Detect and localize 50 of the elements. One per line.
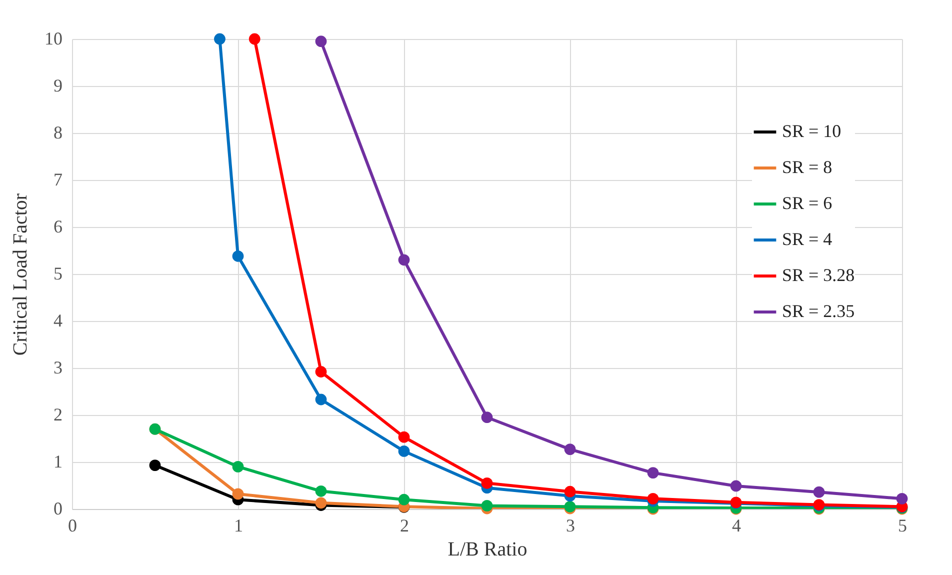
point	[564, 444, 576, 455]
point	[481, 477, 493, 489]
point	[481, 412, 493, 424]
point	[896, 492, 908, 504]
x-tick-label: 3	[566, 516, 575, 536]
point	[232, 488, 244, 500]
point	[647, 467, 659, 478]
y-tick-label: 7	[54, 170, 62, 190]
legend-label: SR = 8	[782, 157, 832, 177]
legend-label: SR = 3.28	[782, 265, 855, 285]
point	[315, 36, 327, 48]
point	[813, 486, 825, 498]
legend-label: SR = 10	[782, 121, 842, 141]
point	[232, 461, 244, 472]
y-tick-label: 6	[54, 216, 62, 236]
legend-label: SR = 4	[782, 229, 832, 249]
point	[398, 446, 410, 457]
x-axis-title: L/B Ratio	[448, 538, 528, 560]
point	[398, 254, 410, 266]
x-tick-label: 4	[732, 516, 741, 536]
point	[232, 250, 244, 262]
y-tick-label: 8	[54, 122, 62, 142]
point	[398, 494, 410, 506]
point	[315, 497, 327, 509]
y-tick-label: 0	[54, 498, 62, 518]
x-tick-label: 0	[68, 516, 77, 536]
x-tick-label: 5	[898, 516, 907, 536]
legend-label: SR = 2.35	[782, 301, 855, 321]
point	[149, 460, 161, 471]
legend-label: SR = 6	[782, 193, 832, 213]
point	[564, 486, 576, 498]
point	[315, 485, 327, 497]
point	[481, 500, 493, 512]
y-tick-label: 4	[54, 310, 62, 330]
point	[248, 33, 260, 45]
y-tick-label: 5	[54, 264, 62, 284]
point	[398, 431, 410, 443]
y-tick-label: 1	[54, 452, 62, 472]
point	[730, 480, 742, 492]
y-axis-title: Critical Load Factor	[10, 193, 32, 356]
point	[214, 33, 226, 45]
point	[315, 366, 327, 378]
y-tick-label: 3	[54, 358, 62, 378]
y-tick-label: 2	[54, 404, 62, 424]
point	[647, 492, 659, 504]
y-tick-label: 10	[44, 28, 62, 48]
x-tick-label: 2	[400, 516, 409, 536]
x-tick-label: 1	[234, 516, 243, 536]
point	[315, 394, 327, 406]
y-tick-label: 9	[54, 76, 62, 96]
